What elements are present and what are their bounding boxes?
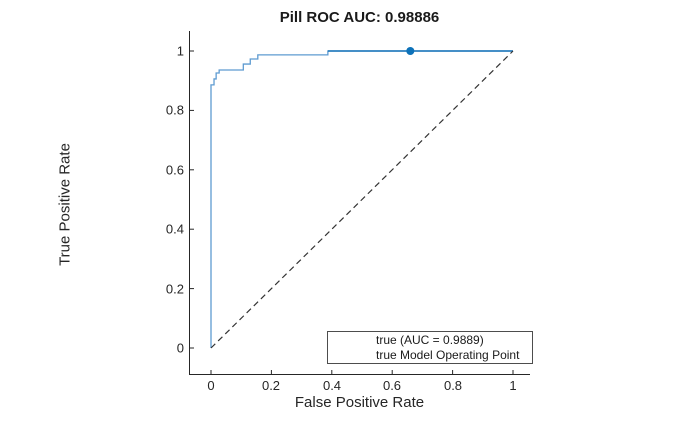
chart-title: Pill ROC AUC: 0.98886 bbox=[279, 9, 440, 26]
y-tick-label: 0.2 bbox=[165, 281, 184, 297]
operating-point-icon bbox=[346, 351, 354, 359]
x-tick-label: 1 bbox=[509, 378, 517, 393]
legend-box: true (AUC = 0.9889) true Model Operating… bbox=[327, 331, 533, 364]
x-tick-label: 0.4 bbox=[322, 378, 342, 393]
legend-label: true (AUC = 0.9889) bbox=[376, 332, 484, 347]
roc-line-icon bbox=[331, 339, 369, 341]
legend-entry-operating-point: true Model Operating Point bbox=[328, 348, 532, 363]
y-tick-label: 1 bbox=[176, 43, 184, 59]
x-tick-label: 0.8 bbox=[443, 378, 463, 393]
x-tick-label: 0.6 bbox=[382, 378, 402, 393]
y-tick-label: 0 bbox=[176, 340, 184, 356]
y-axis-label: True Positive Rate bbox=[56, 143, 74, 266]
roc-curve-true bbox=[210, 50, 513, 348]
x-axis-label: False Positive Rate bbox=[294, 394, 425, 411]
x-tick-label: 0.2 bbox=[261, 378, 281, 393]
legend-marker-sample bbox=[328, 351, 372, 359]
legend-label: true Model Operating Point bbox=[376, 348, 520, 363]
x-tick-label: 0 bbox=[207, 378, 215, 393]
model-operating-point-marker bbox=[406, 47, 415, 55]
chance-diagonal bbox=[210, 50, 514, 349]
legend-entry-roc: true (AUC = 0.9889) bbox=[328, 332, 532, 347]
y-tick-label: 0.8 bbox=[165, 102, 184, 118]
y-tick-label: 0.6 bbox=[165, 162, 184, 178]
legend-line-sample bbox=[328, 339, 372, 341]
y-tick-label: 0.4 bbox=[165, 221, 184, 237]
